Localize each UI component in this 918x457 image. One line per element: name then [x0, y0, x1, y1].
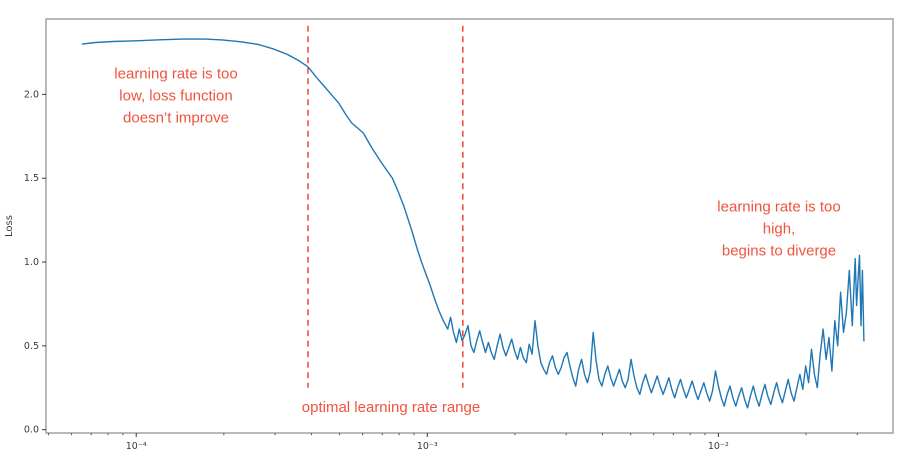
y-tick-label: 0.0 — [24, 425, 39, 436]
annotation-lr-too-high: learning rate is too high, begins to div… — [717, 198, 841, 259]
y-tick-label: 0.5 — [24, 341, 39, 352]
x-tick-label: 10⁻³ — [417, 441, 438, 452]
y-axis-label: Loss — [4, 215, 15, 237]
y-tick-label: 1.0 — [24, 257, 39, 268]
loss-curve — [81, 38, 865, 409]
annotation-lr-too-low: learning rate is too low, loss function … — [114, 65, 238, 126]
y-tick-label: 2.0 — [24, 89, 39, 100]
x-tick-label: 10⁻⁴ — [126, 441, 147, 452]
y-tick-label: 1.5 — [24, 173, 39, 184]
plot-frame — [45, 18, 894, 434]
x-tick-label: 10⁻² — [708, 441, 729, 452]
annotation-optimal-range: optimal learning rate range — [301, 399, 481, 417]
